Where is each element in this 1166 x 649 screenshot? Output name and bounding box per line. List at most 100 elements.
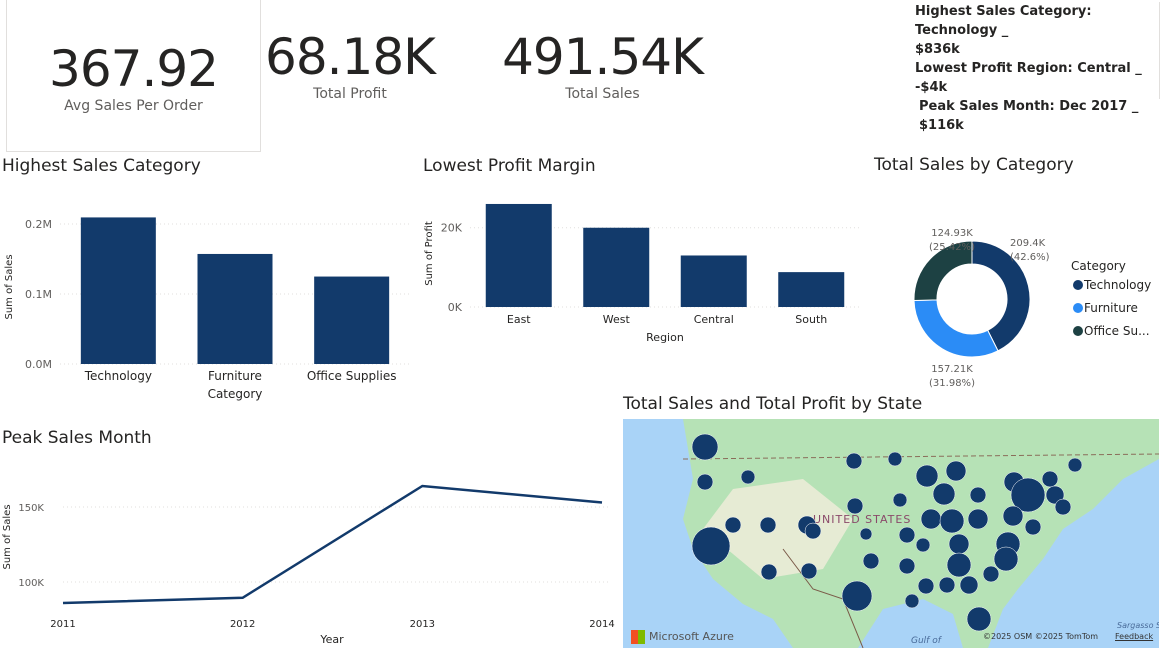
state-bubble xyxy=(946,552,972,578)
sales-profit-map[interactable]: UNITED STATES Gulf of Sargasso S Microso… xyxy=(623,419,1159,648)
y-axis-title: Sum of Profit xyxy=(424,221,435,286)
x-axis-title: Region xyxy=(646,331,684,344)
bar-west xyxy=(583,227,650,307)
y-tick-label: 20K xyxy=(441,222,463,235)
legend-marker xyxy=(1073,280,1083,290)
bar-central xyxy=(680,255,747,307)
state-bubble xyxy=(760,563,778,581)
state-bubble xyxy=(1054,498,1072,516)
sales-by-category-chart[interactable]: 0.0M 0.1M 0.2M Technology Furniture Office Su… xyxy=(0,190,420,405)
insight-line: Peak Sales Month: Dec 2017 _ $116k xyxy=(919,99,1139,133)
data-label: 124.93K xyxy=(931,228,973,239)
state-bubble xyxy=(696,473,714,491)
insight-line: Highest Sales Category: Technology _ xyxy=(915,4,1092,38)
state-bubble xyxy=(982,565,1000,583)
legend-item: Furniture xyxy=(1084,301,1138,315)
x-axis-title: Category xyxy=(208,387,263,401)
state-bubble xyxy=(862,552,880,570)
state-bubble xyxy=(967,508,989,530)
data-label-percent: (42.6%) xyxy=(1010,252,1050,263)
state-bubble xyxy=(887,451,903,467)
bar-east xyxy=(485,203,552,307)
x-tick-label: Furniture xyxy=(208,369,262,383)
donut-slice-0 xyxy=(971,240,1031,352)
x-tick-label: Technology xyxy=(84,369,152,383)
kpi-value: 367.92 xyxy=(49,40,219,98)
state-bubble xyxy=(920,508,942,530)
y-tick-label: 0.2M xyxy=(25,218,52,231)
x-tick-label: West xyxy=(603,313,631,326)
chart-title: Total Sales by Category xyxy=(874,155,1074,175)
x-tick-label: 2013 xyxy=(410,619,435,630)
donut-slice-2 xyxy=(913,240,973,302)
sales-by-category-donut[interactable]: 209.4K (42.6%) 157.21K (31.98%) 124.93K (25.4… xyxy=(860,200,1166,390)
gulf-label: Gulf of xyxy=(911,636,943,646)
insight-line: Lowest Profit Region: Central _ -$4k xyxy=(915,61,1142,95)
state-bubble xyxy=(898,557,916,575)
kpi-card-total-profit: 68.18K Total Profit xyxy=(250,28,450,102)
x-tick-label: Office Supplies xyxy=(307,369,397,383)
x-tick-label: 2014 xyxy=(589,619,614,630)
x-tick-label: 2012 xyxy=(230,619,255,630)
kpi-card-avg-sales: 367.92 Avg Sales Per Order xyxy=(6,0,261,152)
state-bubble xyxy=(938,576,956,594)
state-bubble xyxy=(1010,477,1046,513)
state-bubble xyxy=(691,526,731,566)
state-bubble xyxy=(966,606,992,632)
y-tick-label: 0.0M xyxy=(25,358,52,371)
y-tick-label: 0K xyxy=(448,301,463,314)
state-bubble xyxy=(1067,457,1083,473)
legend-item: Technology xyxy=(1083,278,1151,292)
state-bubble xyxy=(846,497,864,515)
data-label-percent: (31.98%) xyxy=(929,378,975,389)
map-brand: Microsoft Azure xyxy=(649,630,734,643)
y-axis-title: Sum of Sales xyxy=(2,504,13,569)
y-tick-label: 100K xyxy=(18,578,44,589)
state-bubble xyxy=(939,508,965,534)
state-bubble xyxy=(1024,518,1042,536)
chart-title: Peak Sales Month xyxy=(2,428,152,448)
legend-title: Category xyxy=(1071,259,1126,273)
state-bubble xyxy=(859,527,873,541)
data-label: 209.4K xyxy=(1010,238,1046,249)
y-tick-label: 150K xyxy=(18,503,44,514)
data-label-percent: (25.42%) xyxy=(929,242,975,253)
kpi-label: Avg Sales Per Order xyxy=(64,98,203,114)
map-title: Total Sales and Total Profit by State xyxy=(623,394,923,414)
sea-label: Sargasso S xyxy=(1117,621,1159,630)
profit-by-region-chart[interactable]: 0K 20K East West Central South Region Sum of Pr… xyxy=(420,190,865,350)
state-bubble xyxy=(915,464,939,488)
state-bubble xyxy=(904,593,920,609)
azure-logo-icon xyxy=(631,630,645,644)
sales-line xyxy=(62,484,603,605)
map-feedback-link[interactable]: Feedback xyxy=(1115,632,1154,641)
kpi-label: Total Sales xyxy=(565,86,640,102)
state-bubble xyxy=(845,452,863,470)
sales-by-year-line-chart[interactable]: 100K 150K 2011 2012 2013 2014 Year Sum of Sales xyxy=(0,455,620,649)
state-bubble xyxy=(969,486,987,504)
state-bubble xyxy=(1041,470,1059,488)
x-tick-label: South xyxy=(795,313,827,326)
state-bubble xyxy=(1002,505,1024,527)
kpi-card-total-sales: 491.54K Total Sales xyxy=(490,28,715,102)
state-bubble xyxy=(800,562,818,580)
chart-title: Lowest Profit Margin xyxy=(423,156,596,176)
state-bubble xyxy=(898,526,916,544)
x-axis-title: Year xyxy=(319,633,344,646)
state-bubble xyxy=(993,546,1019,572)
state-bubble xyxy=(759,516,777,534)
bar-office-supplies xyxy=(314,276,390,364)
state-bubble xyxy=(915,537,931,553)
land-mass xyxy=(683,419,1159,648)
state-bubble xyxy=(740,469,756,485)
x-tick-label: East xyxy=(507,313,531,326)
legend-marker xyxy=(1073,303,1083,313)
state-bubble xyxy=(917,577,935,595)
state-bubble xyxy=(932,482,956,506)
x-tick-label: Central xyxy=(694,313,734,326)
state-bubble xyxy=(948,533,970,555)
state-bubble xyxy=(945,460,967,482)
state-bubble xyxy=(841,580,873,612)
state-bubble xyxy=(959,575,979,595)
state-bubble xyxy=(1045,485,1065,505)
